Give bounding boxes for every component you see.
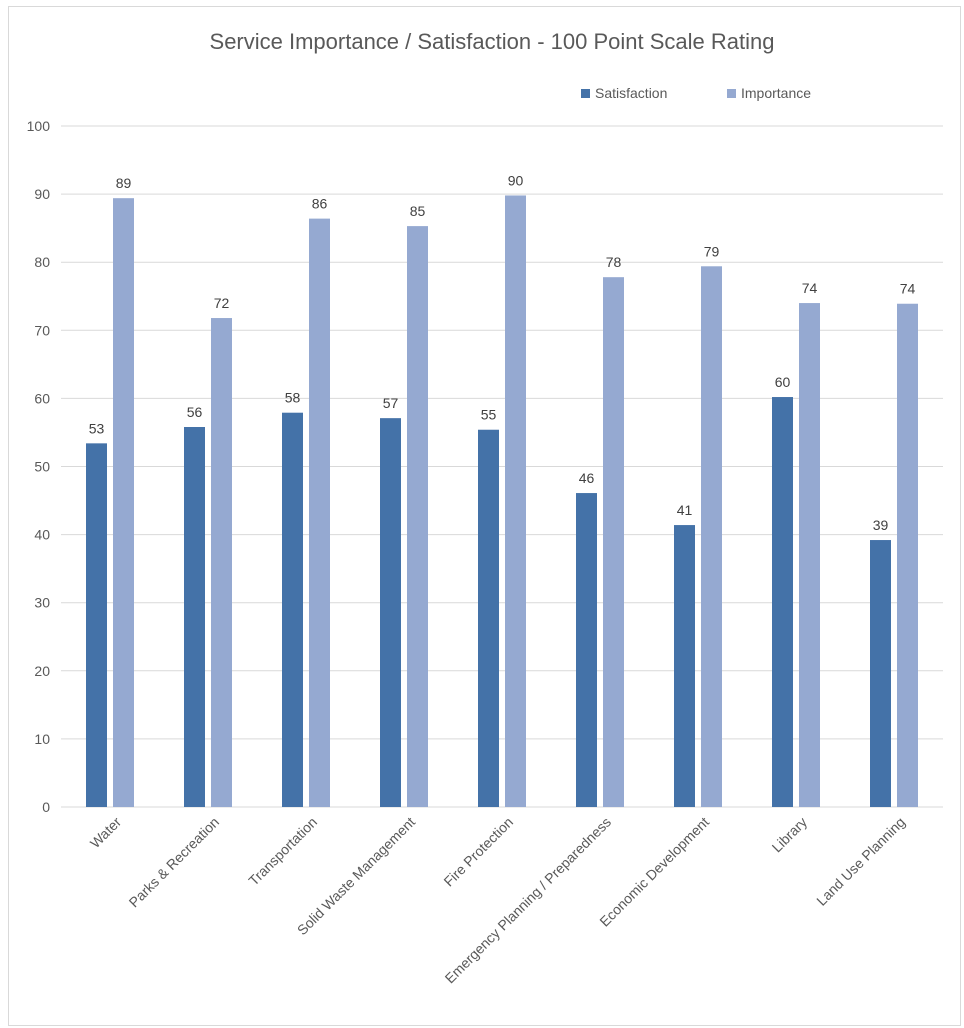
bar-importance-8	[897, 303, 918, 807]
data-label-satisfaction-7: 60	[775, 374, 791, 390]
bar-satisfaction-0	[86, 443, 107, 807]
x-tick-label: Economic Development	[596, 814, 712, 930]
y-tick-label: 0	[42, 799, 50, 815]
y-tick-label: 70	[34, 322, 50, 338]
data-label-importance-0: 89	[116, 175, 132, 191]
data-label-importance-6: 79	[704, 243, 720, 259]
x-tick-label: Emergency Planning / Preparedness	[442, 814, 615, 987]
bar-importance-6	[701, 266, 722, 807]
x-tick-label: Parks & Recreation	[126, 814, 223, 911]
x-tick-label: Land Use Planning	[813, 814, 908, 909]
chart-svg: Service Importance / Satisfaction - 100 …	[27, 29, 943, 987]
x-tick-label: Fire Protection	[440, 814, 516, 890]
y-tick-label: 100	[27, 118, 51, 134]
bar-satisfaction-7	[772, 397, 793, 807]
bar-satisfaction-2	[282, 412, 303, 807]
x-tick-label: Library	[769, 814, 811, 856]
x-tick-label: Water	[87, 814, 125, 852]
data-label-importance-4: 90	[508, 172, 524, 188]
data-label-satisfaction-5: 46	[579, 470, 595, 486]
bar-importance-5	[603, 277, 624, 807]
data-label-satisfaction-6: 41	[677, 502, 693, 518]
legend-label-satisfaction: Satisfaction	[595, 85, 667, 101]
bar-importance-7	[799, 303, 820, 807]
legend-swatch-importance	[727, 89, 736, 98]
y-tick-label: 90	[34, 186, 50, 202]
y-tick-label: 60	[34, 390, 50, 406]
data-label-importance-5: 78	[606, 254, 622, 270]
data-label-importance-1: 72	[214, 295, 230, 311]
bar-importance-3	[407, 226, 428, 807]
y-tick-label: 30	[34, 595, 50, 611]
bar-satisfaction-6	[674, 525, 695, 807]
data-label-importance-8: 74	[900, 281, 916, 297]
legend-label-importance: Importance	[741, 85, 811, 101]
y-tick-label: 80	[34, 254, 50, 270]
legend-swatch-satisfaction	[581, 89, 590, 98]
data-label-importance-2: 86	[312, 196, 328, 212]
data-label-satisfaction-4: 55	[481, 407, 497, 423]
y-tick-label: 20	[34, 663, 50, 679]
x-tick-label: Transportation	[245, 814, 320, 889]
bar-satisfaction-3	[380, 418, 401, 807]
x-axis: Water Parks & Recreation TransportationSol…	[87, 814, 908, 987]
legend: Satisfaction Importance	[581, 85, 811, 101]
chart-container: Service Importance / Satisfaction - 100 …	[8, 6, 961, 1026]
bar-importance-4	[505, 195, 526, 807]
bar-importance-2	[309, 218, 330, 808]
y-tick-label: 10	[34, 731, 50, 747]
data-label-satisfaction-0: 53	[89, 420, 105, 436]
data-label-satisfaction-1: 56	[187, 404, 203, 420]
bar-satisfaction-8	[870, 540, 891, 807]
data-labels: 53 89 56 72 58 86 57 85 55 90 46 78 41 79 60 74 39 74	[89, 172, 916, 533]
data-label-importance-7: 74	[802, 280, 818, 296]
data-label-satisfaction-8: 39	[873, 517, 889, 533]
bar-satisfaction-5	[576, 493, 597, 807]
gridlines	[61, 125, 943, 808]
data-label-satisfaction-3: 57	[383, 395, 399, 411]
data-label-importance-3: 85	[410, 203, 426, 219]
bar-importance-0	[113, 198, 134, 807]
y-tick-label: 40	[34, 527, 50, 543]
bars	[86, 195, 918, 808]
bar-satisfaction-1	[184, 427, 205, 807]
chart-title: Service Importance / Satisfaction - 100 …	[210, 29, 775, 54]
y-axis: 0 10 20 30 40 50 60 70 80 90 100	[27, 118, 51, 815]
bar-importance-1	[211, 318, 232, 807]
bar-satisfaction-4	[478, 429, 499, 807]
y-tick-label: 50	[34, 459, 50, 475]
data-label-satisfaction-2: 58	[285, 390, 301, 406]
